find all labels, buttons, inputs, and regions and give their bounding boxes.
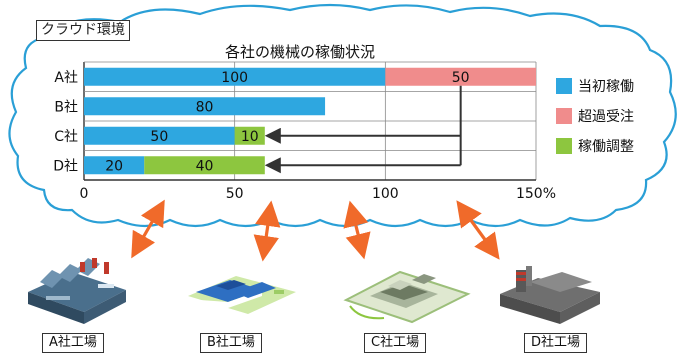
factory-label-b: B社工場 [200, 333, 262, 353]
factory-b-icon [188, 276, 296, 314]
legend-label: 超過受注 [578, 109, 634, 125]
x-tick-label: 150% [516, 186, 556, 202]
factory-c-icon [343, 270, 471, 324]
legend-label: 稼働調整 [578, 139, 634, 155]
bar-segment [144, 156, 265, 175]
legend-swatch [556, 108, 572, 124]
flow-arrows [264, 85, 462, 174]
link-a [131, 199, 165, 259]
legend-label: 当初稼働 [578, 78, 634, 95]
link-d [456, 200, 500, 260]
bar-segment [84, 67, 386, 86]
chart: 0 50 100 150% A社 100 50 B社 80 C社 50 10 D社 20 40 当初稼働超過受… [53, 61, 634, 202]
data-label: 20 [105, 158, 123, 174]
data-label: 100 [221, 70, 248, 86]
factory-label-a: A社工場 [42, 333, 104, 353]
data-label: 10 [241, 129, 259, 145]
data-label: 40 [196, 158, 214, 174]
data-label: 50 [150, 129, 168, 145]
link-c [343, 200, 371, 260]
x-tick-label: 0 [80, 186, 89, 202]
bar-segment [385, 67, 536, 86]
legend-swatch [556, 78, 572, 94]
bar-segment [84, 126, 235, 145]
factory-a-icon [28, 258, 126, 324]
sync-links [131, 199, 500, 262]
factory-label-c: C社工場 [364, 333, 427, 353]
category-label: A社 [54, 70, 78, 86]
x-tick-label: 100 [372, 186, 399, 202]
chart-title: 各社の機械の稼働状況 [224, 43, 375, 61]
bar-segment [234, 126, 265, 145]
category-label: D社 [53, 158, 78, 174]
bar-segment [84, 97, 326, 116]
link-b [253, 200, 281, 262]
data-label: 80 [196, 99, 214, 115]
cloud-label: クラウド環境 [36, 20, 130, 41]
factory-d-icon [500, 266, 600, 324]
data-label: 50 [452, 70, 470, 86]
bar-segment [84, 156, 145, 175]
category-label: B社 [54, 99, 78, 115]
category-label: C社 [54, 129, 78, 145]
x-tick-label: 50 [226, 186, 244, 202]
legend-swatch [556, 138, 572, 154]
factory-label-d: D社工場 [524, 333, 588, 353]
